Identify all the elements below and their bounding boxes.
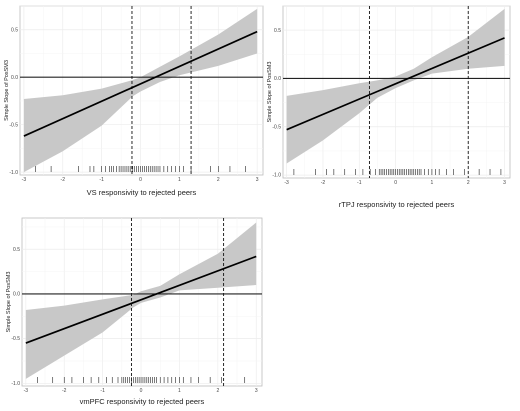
x-tick-label: 3: [503, 180, 506, 186]
x-tick-label: -1: [99, 177, 104, 183]
confidence-band: [23, 8, 258, 173]
y-tick-label: -1.0: [11, 381, 20, 387]
simple-slope-line: [23, 30, 258, 137]
x-tick-label: 2: [216, 388, 219, 394]
x-tick-label: -1: [357, 180, 362, 186]
y-tick-label: 0.0: [13, 292, 20, 298]
x-axis-title: VS responsivity to rejected peers: [87, 188, 197, 197]
x-tick-label: -2: [321, 180, 326, 186]
y-axis-title: Simple Slope of PosSM3: [6, 272, 12, 333]
x-tick-label: 1: [178, 388, 181, 394]
chart-panel-3: -3 -2 -1 0 1 2 3 -1.0 -0.5 0.0 0.5 Simple Slope of …: [6, 217, 263, 406]
confidence-band: [286, 8, 505, 164]
y-tick-label: -1.0: [9, 170, 18, 176]
y-tick-label: 0.5: [11, 27, 18, 33]
y-tick-label: -1.0: [272, 173, 281, 179]
x-tick-label: 1: [431, 180, 434, 186]
y-axis-title: Simple Slope of PosSM3: [4, 60, 10, 121]
y-tick-label: -0.5: [272, 124, 281, 130]
y-tick-label: 0.0: [274, 76, 281, 82]
y-tick-label: 0.5: [13, 247, 20, 253]
y-tick-label: -0.5: [11, 336, 20, 342]
x-tick-label: -3: [284, 180, 289, 186]
y-tick-label: 0.5: [274, 28, 281, 34]
x-tick-label: 0: [394, 180, 397, 186]
chart-panel-2: -3 -2 -1 0 1 2 3 -1.0 -0.5 0.0 0.5 Simple Slope of …: [267, 5, 511, 209]
y-tick-label: 0.0: [11, 75, 18, 81]
x-tick-label: -2: [62, 388, 67, 394]
x-tick-label: -3: [24, 388, 29, 394]
y-tick-label: -0.5: [9, 122, 18, 128]
x-tick-label: 2: [217, 177, 220, 183]
simple-slope-line: [286, 37, 505, 131]
x-tick-label: -2: [61, 177, 66, 183]
x-tick-label: 3: [256, 177, 259, 183]
simple-slope-line: [25, 255, 257, 344]
x-tick-label: -3: [22, 177, 27, 183]
x-tick-label: 1: [178, 177, 181, 183]
chart-panel-1: -3 -2 -1 0 1 2 3 -1.0 -0.5 0.0 0.5 Simple Slope of …: [4, 5, 264, 197]
x-tick-label: 3: [255, 388, 258, 394]
x-tick-label: 0: [140, 388, 143, 394]
x-tick-label: 2: [467, 180, 470, 186]
y-axis-title: Simple Slope of PosSM3: [267, 62, 273, 123]
x-tick-label: -1: [100, 388, 105, 394]
x-axis-title: vmPFC responsivity to rejected peers: [80, 397, 205, 406]
x-axis-title: rTPJ responsivity to rejected peers: [339, 200, 455, 209]
x-tick-label: 0: [139, 177, 142, 183]
